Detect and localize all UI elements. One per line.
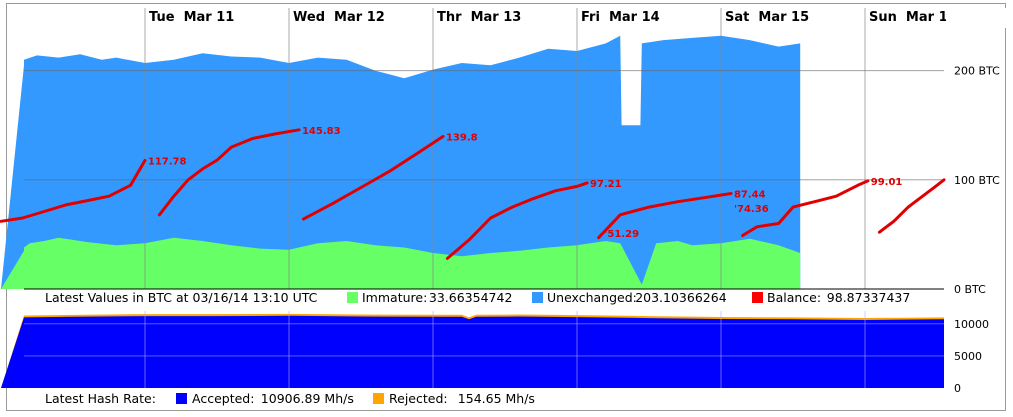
hash-tick-label: 0 bbox=[954, 382, 961, 395]
legend-name: Immature: bbox=[362, 290, 427, 305]
y-tick-label: 200 BTC bbox=[954, 65, 1000, 78]
balance-line bbox=[0, 158, 147, 223]
legend-name: Unexchanged: bbox=[547, 290, 637, 305]
legend-value: 98.87337437 bbox=[827, 290, 911, 305]
hash-legend-name: Rejected: bbox=[389, 391, 448, 406]
hash-tick-label: 10000 bbox=[954, 318, 989, 331]
legend-prefix: Latest Values in BTC at 03/16/14 13:10 U… bbox=[45, 290, 318, 305]
day-label: Tue Mar 11 bbox=[149, 10, 234, 25]
day-axis-mask bbox=[946, 8, 1006, 28]
balance-label: 139.8 bbox=[446, 132, 478, 143]
day-label: Thr Mar 13 bbox=[437, 10, 521, 25]
area-immature bbox=[1, 237, 801, 289]
balance-label: 97.21 bbox=[590, 179, 622, 190]
hash-legend-value: 154.65 Mh/s bbox=[458, 391, 535, 406]
balance-label: 99.01 bbox=[871, 177, 903, 188]
balance-line bbox=[741, 179, 870, 237]
balance-line bbox=[877, 178, 946, 234]
day-label: Sun Mar 16 bbox=[869, 10, 957, 25]
y-tick-label: 100 BTC bbox=[954, 174, 1000, 187]
balance-line bbox=[597, 192, 733, 240]
y-tick-label: 0 BTC bbox=[954, 283, 986, 296]
legend-swatch bbox=[752, 292, 763, 303]
hash-grid bbox=[24, 311, 944, 388]
hash-tick-label: 5000 bbox=[954, 350, 982, 363]
balance-label: 145.83 bbox=[302, 126, 341, 137]
day-axis: Tue Mar 11 Wed Mar 12 Thr Mar 13 Fri Mar 14… bbox=[149, 8, 1006, 28]
legend-name: Balance: bbox=[767, 290, 821, 305]
area-accepted bbox=[1, 315, 944, 388]
balance-line bbox=[301, 134, 445, 221]
btc-legend: Latest Values in BTC at 03/16/14 13:10 U… bbox=[45, 290, 910, 305]
y-axis-btc: 0 BTC 100 BTC 200 BTC bbox=[954, 65, 1000, 296]
balance-line bbox=[157, 128, 301, 217]
balance-label: 87.44 bbox=[734, 190, 766, 201]
top-grid bbox=[24, 8, 944, 290]
y-axis-hash: 0 5000 10000 bbox=[954, 318, 989, 395]
annotation-layer: 117.78 145.83 139.8 97.21 '51.29 87.44 '74.36 9… bbox=[148, 126, 903, 240]
top-area-layer bbox=[1, 27, 944, 290]
legend-value: 203.10366264 bbox=[635, 290, 727, 305]
hash-legend-value: 10906.89 Mh/s bbox=[261, 391, 354, 406]
hash-legend-swatch bbox=[176, 393, 187, 404]
day-label: Fri Mar 14 bbox=[581, 10, 660, 25]
hash-legend-prefix: Latest Hash Rate: bbox=[45, 391, 156, 406]
hash-legend-swatch bbox=[373, 393, 384, 404]
balance-line bbox=[445, 181, 589, 260]
balance-label: '51.29 bbox=[604, 229, 639, 240]
legend-swatch bbox=[347, 292, 358, 303]
day-label: Sat Mar 15 bbox=[725, 10, 809, 25]
hash-legend-name: Accepted: bbox=[192, 391, 254, 406]
balance-label: '74.36 bbox=[734, 204, 769, 215]
balance-layer bbox=[0, 128, 946, 260]
hash-legend: Latest Hash Rate: Accepted: 10906.89 Mh/s R… bbox=[45, 391, 535, 406]
legend-value: 33.66354742 bbox=[429, 290, 513, 305]
legend-swatch bbox=[532, 292, 543, 303]
hash-area-layer bbox=[1, 311, 944, 388]
balance-label: 117.78 bbox=[148, 156, 187, 167]
day-label: Wed Mar 12 bbox=[293, 10, 385, 25]
